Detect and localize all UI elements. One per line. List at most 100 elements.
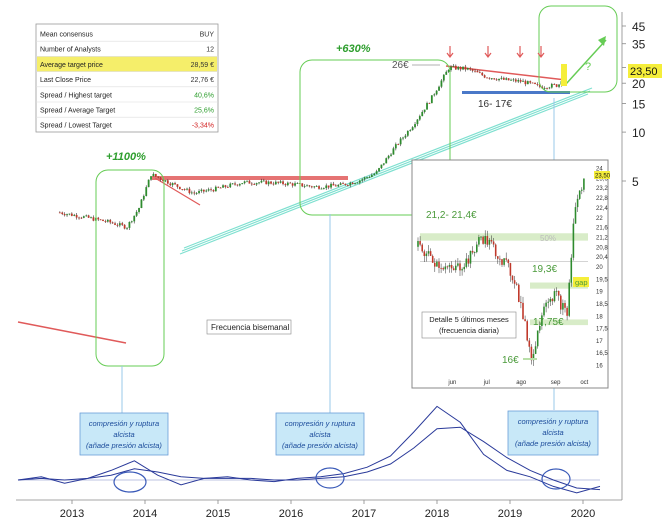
candle	[392, 146, 395, 155]
candle	[188, 186, 191, 195]
inset-candle	[440, 263, 442, 273]
candle	[454, 64, 457, 71]
candle	[241, 183, 244, 185]
candle	[325, 183, 328, 190]
candle	[308, 185, 311, 188]
candle	[267, 180, 270, 187]
inset-candle	[583, 178, 585, 193]
candle	[109, 218, 112, 225]
inset-x-tick-label: ago	[516, 380, 527, 386]
candle	[373, 172, 376, 176]
candle	[546, 87, 548, 90]
candle	[82, 215, 85, 219]
inset-candle	[431, 254, 434, 263]
inset-candle	[457, 258, 459, 268]
table-row: Spread / Average Target 25,6%	[36, 101, 218, 115]
candle	[106, 219, 109, 223]
table-label: Number of Analysts	[40, 47, 101, 54]
level-26-label: 26€	[392, 60, 409, 71]
inset-candle	[463, 263, 465, 273]
candle	[459, 66, 462, 72]
candle	[481, 71, 484, 76]
candle	[462, 66, 464, 71]
svg-text:(añade presión alcista): (añade presión alcista)	[282, 441, 358, 450]
candle	[558, 84, 560, 89]
candle	[442, 74, 445, 83]
oscillator-line-2	[17, 426, 601, 491]
candle	[123, 224, 126, 230]
compression-callout-1: compresión y ruptura alcista (añade pres…	[79, 412, 169, 456]
inset-candle	[511, 275, 514, 284]
candle	[229, 182, 232, 188]
candle	[116, 223, 119, 228]
table-value: 40,6%	[194, 92, 214, 99]
candle	[315, 185, 318, 187]
svg-text:alcista: alcista	[113, 430, 134, 439]
inset-candle	[436, 259, 438, 267]
breakout-box-2016	[299, 59, 451, 216]
candle	[423, 109, 426, 114]
projection-arrow	[565, 39, 607, 85]
inset-label-16: 16€	[502, 355, 519, 366]
inset-16-marker	[523, 358, 537, 360]
inset-y-tick-label: 19,5	[596, 277, 608, 283]
inset-y-tick-label: 16	[596, 364, 603, 370]
inset-last-price-label: 23,50	[595, 174, 611, 180]
inset-y-tick-label: 20	[596, 265, 603, 271]
inset-candle	[522, 296, 524, 320]
inset-x-tick-label: sep	[551, 380, 561, 386]
inset-candle	[553, 288, 556, 303]
frequency-label-box	[206, 319, 292, 335]
inset-candle	[501, 258, 503, 267]
inset-candle	[557, 290, 560, 301]
inset-candle	[482, 235, 484, 245]
inset-candle	[480, 236, 482, 241]
inset-y-tick-label: 22,4	[596, 206, 608, 212]
candle	[169, 182, 172, 187]
compression-callout-2: compresión y ruptura alcista (añade pres…	[275, 412, 365, 456]
frequency-label: Frecuencia bisemanal	[211, 323, 289, 332]
inset-candle	[564, 300, 566, 313]
candle	[222, 184, 224, 188]
last-price-label: 23,50	[630, 66, 658, 78]
candle	[464, 64, 467, 72]
candle	[282, 180, 284, 186]
candle	[478, 70, 481, 74]
inset-candle	[572, 218, 575, 261]
svg-text:alcista: alcista	[542, 428, 563, 437]
inset-candle	[530, 344, 533, 365]
inset-y-tick-label: 21,2	[596, 235, 608, 241]
inset-candle	[515, 282, 518, 286]
candle	[126, 227, 128, 231]
inset-candle	[452, 266, 455, 271]
support-zone-16-17	[462, 91, 570, 94]
inset-candle	[518, 283, 520, 303]
x-tick-label: 2014	[133, 508, 157, 520]
candle	[99, 219, 102, 221]
breakout-box-2013	[95, 169, 165, 367]
candle	[294, 181, 296, 187]
inset-candle	[476, 241, 478, 254]
candle	[517, 78, 520, 84]
candle	[411, 126, 414, 131]
candle	[178, 186, 181, 190]
inset-candle	[539, 321, 541, 334]
inset-candle	[543, 303, 545, 318]
candle	[128, 221, 131, 230]
candle	[133, 215, 136, 224]
candle	[510, 78, 512, 81]
inset-zone-19	[530, 282, 588, 289]
table-value: 12	[206, 47, 214, 54]
candle	[378, 167, 380, 173]
candle	[142, 194, 145, 202]
candle	[202, 189, 205, 194]
inset-candle	[486, 230, 489, 247]
candle	[433, 93, 436, 97]
inset-y-tick-label: 17,5	[596, 327, 608, 333]
inset-y-tick-label: 22	[596, 216, 603, 222]
inset-y-tick-label: 20,4	[596, 255, 608, 261]
oscillator-line-1	[17, 405, 601, 494]
candle	[154, 173, 157, 178]
candle	[346, 184, 349, 187]
inset-y-tick-label: 19	[596, 290, 603, 296]
